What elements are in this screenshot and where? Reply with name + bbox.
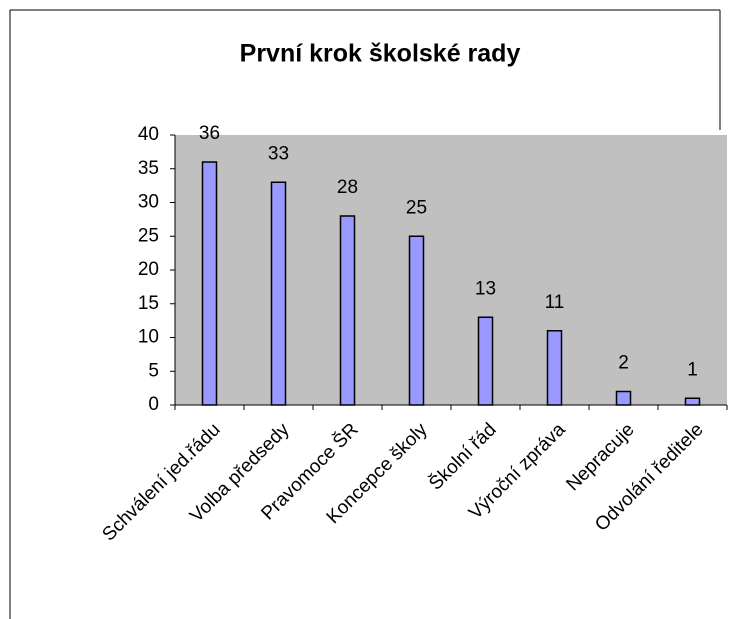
y-tick-label: 40 — [138, 124, 159, 145]
y-tick-label: 15 — [138, 293, 159, 314]
x-tick-label: Školní řád — [425, 419, 501, 495]
y-tick-label: 0 — [148, 394, 159, 415]
y-tick-label: 20 — [138, 259, 159, 280]
data-label: 25 — [406, 197, 427, 218]
data-label: 13 — [475, 278, 496, 299]
y-tick-label: 10 — [138, 327, 159, 348]
bar — [339, 215, 356, 406]
bar — [201, 161, 218, 406]
bar — [684, 397, 701, 406]
y-tick-label: 25 — [138, 225, 159, 246]
data-label: 1 — [687, 359, 698, 380]
x-tick-label: Schválení jed.řádu — [98, 419, 224, 545]
plot-area — [175, 135, 727, 405]
data-label: 2 — [618, 353, 629, 374]
chart-title: První krok školské rady — [240, 40, 521, 68]
data-label: 11 — [545, 292, 565, 313]
data-label: 36 — [199, 123, 220, 144]
data-label: 28 — [337, 177, 358, 198]
bar — [477, 316, 494, 406]
bar — [546, 330, 563, 406]
bar — [615, 390, 632, 406]
y-tick-label: 5 — [148, 360, 159, 381]
y-tick-label: 35 — [138, 158, 159, 179]
data-label: 33 — [268, 143, 289, 164]
bar — [408, 235, 425, 406]
y-tick-label: 30 — [138, 192, 159, 213]
bar — [270, 181, 287, 406]
